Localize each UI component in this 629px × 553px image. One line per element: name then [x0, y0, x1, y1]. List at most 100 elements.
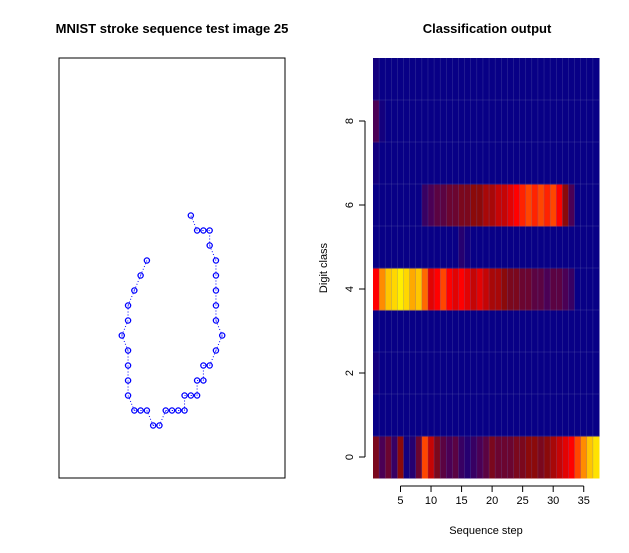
heatmap-cell: [434, 226, 441, 269]
heatmap-cell: [556, 310, 563, 353]
heatmap-cell: [434, 268, 441, 311]
heatmap-cell: [385, 184, 392, 227]
heatmap-cell: [385, 268, 392, 311]
heatmap-cell: [421, 100, 429, 143]
heatmap-cell: [495, 226, 502, 269]
heatmap-cell: [537, 142, 545, 185]
heatmap-cell: [482, 184, 490, 227]
heatmap-cell: [550, 352, 557, 395]
heatmap-cell: [550, 394, 557, 437]
heatmap-cell: [592, 268, 600, 311]
heatmap-cell: [464, 268, 472, 311]
heatmap-cell: [446, 226, 453, 269]
heatmap-cell: [403, 394, 411, 437]
heatmap-cell: [580, 58, 588, 101]
heatmap-cell: [427, 184, 435, 227]
heatmap-cell: [495, 268, 502, 311]
heatmap-cell: [427, 142, 435, 185]
heatmap-cell: [379, 310, 386, 353]
heatmap-cell: [513, 436, 521, 479]
heatmap-cell: [525, 310, 533, 353]
x-tick-label: 20: [486, 495, 498, 507]
heatmap-cell: [482, 58, 490, 101]
heatmap-cell: [464, 226, 472, 269]
heatmap-cell: [373, 268, 380, 311]
heatmap-cell: [397, 58, 405, 101]
heatmap-cell: [421, 436, 429, 479]
heatmap-cell: [470, 352, 478, 395]
heatmap-cell: [373, 100, 380, 143]
heatmap-cell: [525, 100, 533, 143]
heatmap-cell: [458, 100, 466, 143]
heatmap-cell: [379, 394, 386, 437]
heatmap-cell: [476, 58, 484, 101]
stroke-point: [124, 377, 132, 384]
heatmap-cell: [470, 436, 478, 479]
heatmap-cell: [391, 100, 398, 143]
heatmap-cell: [464, 142, 472, 185]
heatmap-cell: [464, 436, 472, 479]
stroke-point: [212, 302, 220, 309]
heatmap-cell: [391, 436, 398, 479]
heatmap-cell: [458, 310, 466, 353]
heatmap-cell: [482, 352, 490, 395]
heatmap-cell: [379, 142, 386, 185]
heatmap-cell: [440, 394, 447, 437]
heatmap-cell: [476, 394, 484, 437]
heatmap-cell: [592, 226, 600, 269]
heatmap-cell: [470, 184, 478, 227]
heatmap-cell: [415, 58, 423, 101]
heatmap-cell: [525, 394, 533, 437]
heatmap-cell: [568, 226, 576, 269]
heatmap-cell: [519, 268, 527, 311]
heatmap-cell: [531, 184, 539, 227]
heatmap-cell: [568, 58, 576, 101]
heatmap-cell: [409, 436, 417, 479]
heatmap-cell: [531, 436, 539, 479]
heatmap-cell: [489, 58, 496, 101]
heatmap-cell: [373, 310, 380, 353]
heatmap-cell: [531, 268, 539, 311]
heatmap-cell: [525, 268, 533, 311]
heatmap-cell: [495, 394, 502, 437]
heatmap-cell: [501, 436, 508, 479]
heatmap-cell: [482, 436, 490, 479]
heatmap-cell: [544, 352, 551, 395]
heatmap-cell: [507, 142, 514, 185]
heatmap-cell: [403, 100, 411, 143]
heatmap-cell: [489, 226, 496, 269]
heatmap-cell: [421, 142, 429, 185]
heatmap-cell: [507, 100, 514, 143]
heatmap-cell: [580, 268, 588, 311]
heatmap-cell: [391, 142, 398, 185]
heatmap-cell: [507, 268, 514, 311]
heatmap-cell: [446, 394, 453, 437]
heatmap-cell: [391, 268, 398, 311]
heatmap-cell: [434, 100, 441, 143]
heatmap-cell: [434, 58, 441, 101]
heatmap-cell: [556, 58, 563, 101]
heatmap-cell: [501, 142, 508, 185]
heatmap-cell: [476, 142, 484, 185]
heatmap-cell: [525, 436, 533, 479]
heatmap-cell: [409, 58, 417, 101]
heatmap-cell: [391, 310, 398, 353]
heatmap-cell: [391, 58, 398, 101]
heatmap-cell: [556, 394, 563, 437]
heatmap-cell: [458, 436, 466, 479]
heatmap-cell: [379, 184, 386, 227]
heatmap-cell: [385, 436, 392, 479]
stroke-point: [193, 227, 201, 234]
stroke-panel: MNIST stroke sequence test image 25: [56, 21, 288, 479]
heatmap-cell: [519, 226, 527, 269]
heatmap-cell: [574, 310, 582, 353]
y-tick-label: 2: [344, 370, 356, 376]
heatmap-cell: [427, 58, 435, 101]
heatmap-cells: [373, 58, 600, 479]
heatmap-cell: [531, 58, 539, 101]
heatmap-cell: [586, 436, 594, 479]
heatmap-cell: [391, 352, 398, 395]
heatmap-cell: [415, 184, 423, 227]
heatmap-cell: [385, 310, 392, 353]
